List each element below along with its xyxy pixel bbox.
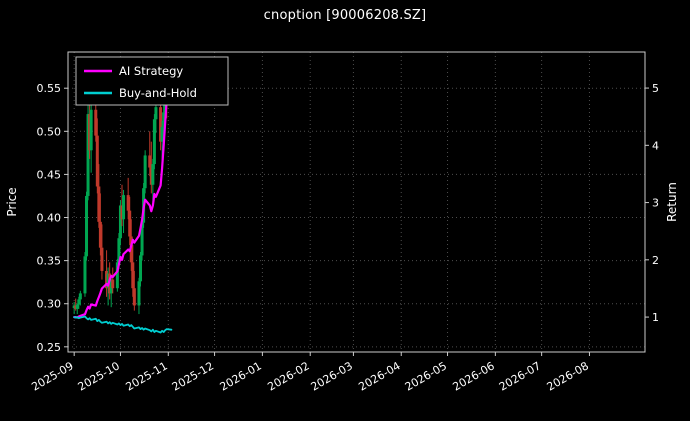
- candle-body: [148, 155, 152, 168]
- candle-body: [151, 164, 155, 185]
- candle-body: [74, 305, 78, 309]
- x-axis-tick-label: 2025-12: [170, 359, 216, 393]
- candle-body: [120, 205, 124, 220]
- candle-body: [100, 247, 104, 271]
- legend-entry-label: AI Strategy: [119, 64, 183, 78]
- candle-body: [162, 112, 166, 127]
- candle-body: [139, 255, 143, 282]
- candle-body: [117, 238, 121, 263]
- candle-body: [77, 299, 81, 305]
- right-axis-tick-label: 4: [652, 139, 659, 152]
- chart-title: cnoption [90006208.SZ]: [263, 8, 427, 23]
- plot-border: [67, 51, 646, 353]
- left-axis-tick-label: 0.35: [37, 255, 62, 268]
- right-axis-tick-label: 5: [652, 82, 659, 95]
- candle-body: [94, 109, 98, 136]
- candle-body: [115, 262, 119, 289]
- candle-body: [88, 114, 92, 151]
- candle-body: [85, 195, 89, 257]
- candle-body: [149, 167, 153, 185]
- candle-body: [131, 262, 135, 289]
- right-axis-tick-label: 1: [652, 311, 659, 324]
- candle-body: [83, 256, 87, 294]
- candle-body: [140, 222, 144, 256]
- left-axis-tick-label: 0.30: [37, 298, 62, 311]
- left-axis-tick-label: 0.50: [37, 125, 62, 138]
- x-axis-tick-label: 2025-11: [123, 359, 169, 393]
- candle-body: [143, 155, 147, 189]
- legend-entry-label: Buy-and-Hold: [119, 86, 197, 100]
- legend: AI Strategy Buy-and-Hold: [75, 56, 229, 106]
- x-axis-tick-label: 2026-06: [451, 359, 497, 393]
- candle-body: [72, 305, 76, 309]
- candle-body: [98, 221, 102, 248]
- candle-body: [160, 127, 164, 142]
- candle-body: [137, 281, 141, 306]
- x-axis-tick-label: 2026-05: [403, 359, 449, 393]
- candle-body: [97, 186, 101, 222]
- candle-body: [132, 288, 136, 306]
- left-axis-tick-label: 0.55: [37, 82, 62, 95]
- candle-body: [152, 119, 156, 165]
- right-axis-tick-label: 2: [652, 254, 659, 267]
- candle-body: [118, 205, 122, 239]
- candle-body: [78, 293, 82, 300]
- candle-body: [159, 107, 163, 142]
- left-axis-tick-label: 0.25: [37, 341, 62, 354]
- x-axis-tick-label: 2025-10: [76, 359, 122, 393]
- candle-body: [95, 135, 99, 187]
- x-axis-tick-label: 2026-02: [265, 359, 311, 393]
- right-axis-label: Return: [665, 182, 679, 222]
- left-axis-label: Price: [5, 187, 19, 216]
- x-axis-tick-label: 2025-09: [29, 359, 75, 393]
- x-axis-tick-label: 2026-08: [545, 359, 591, 393]
- candle-body: [126, 195, 130, 211]
- right-axis-tick-label: 3: [652, 197, 659, 210]
- grid-layer: [68, 52, 645, 352]
- x-axis-tick-label: 2026-03: [309, 359, 355, 393]
- left-axis-tick-label: 0.45: [37, 168, 62, 181]
- x-axis-tick-label: 2026-01: [218, 359, 264, 393]
- candle-body: [106, 273, 110, 289]
- candle-body: [109, 279, 113, 294]
- candle-body: [86, 114, 90, 196]
- candle-body: [128, 210, 132, 237]
- candle-body: [75, 304, 79, 309]
- candle-body: [122, 195, 126, 220]
- left-axis-tick-label: 0.40: [37, 212, 62, 225]
- series-line-0: [73, 78, 173, 319]
- series-line-1: [73, 315, 173, 334]
- candle-body: [111, 279, 115, 289]
- legend-box: [75, 56, 229, 106]
- candles-layer: [72, 83, 169, 315]
- x-axis-tick-label: 2026-07: [497, 359, 543, 393]
- x-axis-tick-label: 2026-04: [356, 359, 402, 393]
- candle-body: [154, 107, 158, 120]
- candle-body: [89, 109, 93, 151]
- candle-body: [105, 270, 109, 289]
